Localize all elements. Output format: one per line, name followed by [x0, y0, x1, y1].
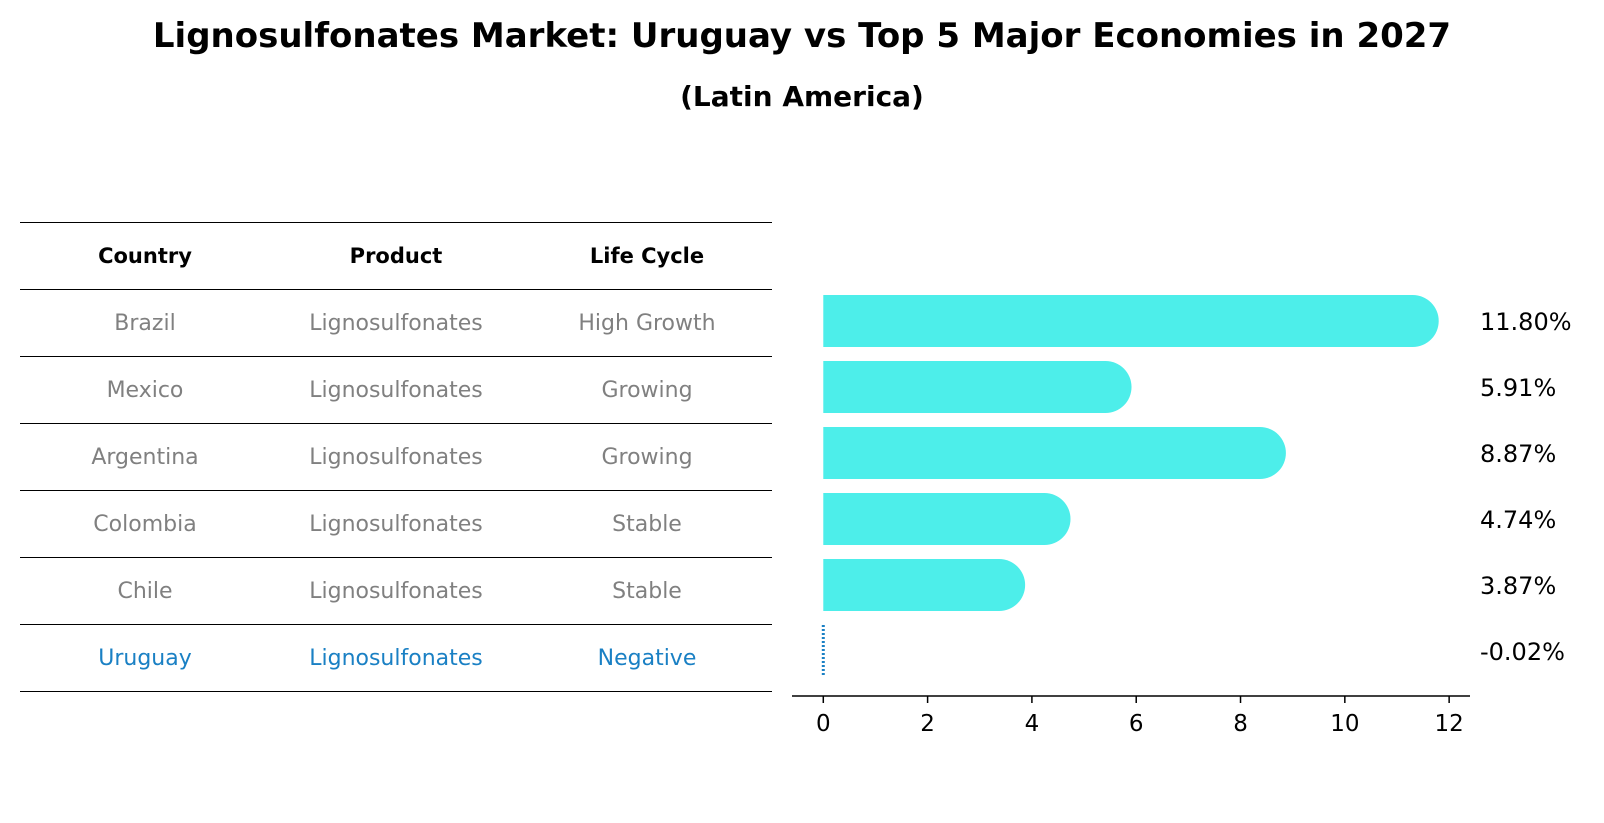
product-cell: Lignosulfonates: [309, 377, 483, 403]
header-country: Country: [98, 244, 192, 268]
country-table: Country Product Life Cycle Brazil Lignos…: [20, 222, 772, 692]
country-cell: Brazil: [114, 310, 176, 336]
x-tick-label: 6: [1129, 711, 1144, 737]
country-cell: Mexico: [106, 377, 184, 403]
x-tick-label: 4: [1025, 711, 1040, 737]
x-tick-label: 0: [816, 711, 831, 737]
data-label: 3.87%: [1480, 572, 1556, 600]
country-cell: Argentina: [91, 444, 199, 470]
life-cycle-cell: Negative: [597, 645, 697, 671]
life-cycle-cell: Stable: [612, 511, 682, 537]
table-row: Chile Lignosulfonates Stable: [20, 558, 772, 625]
life-cycle-cell: High Growth: [578, 310, 716, 336]
data-label: 11.80%: [1480, 308, 1572, 336]
table-row: Argentina Lignosulfonates Growing: [20, 424, 772, 491]
x-tick-label: 10: [1330, 711, 1359, 737]
table-row-highlight: Uruguay Lignosulfonates Negative: [20, 625, 772, 692]
bar-argentina: [823, 427, 1286, 479]
bar-mexico: [823, 361, 1132, 413]
data-label: 8.87%: [1480, 440, 1556, 468]
product-cell: Lignosulfonates: [309, 578, 483, 604]
data-label: 5.91%: [1480, 374, 1556, 402]
chart-title: Lignosulfonates Market: Uruguay vs Top 5…: [152, 16, 1452, 56]
table-row: Mexico Lignosulfonates Growing: [20, 357, 772, 424]
bar-chile: [823, 559, 1026, 611]
x-tick-label: 2: [920, 711, 935, 737]
chart-subtitle: (Latin America): [680, 80, 924, 113]
bar-colombia: [823, 493, 1071, 545]
product-cell: Lignosulfonates: [309, 511, 483, 537]
x-tick-label: 12: [1434, 711, 1463, 737]
life-cycle-cell: Stable: [612, 578, 682, 604]
country-cell: Chile: [117, 578, 173, 604]
table-row: Brazil Lignosulfonates High Growth: [20, 290, 772, 357]
country-cell: Colombia: [93, 511, 197, 537]
product-cell: Lignosulfonates: [309, 444, 483, 470]
table-row: Colombia Lignosulfonates Stable: [20, 491, 772, 558]
header-life-cycle: Life Cycle: [589, 244, 705, 268]
product-cell: Lignosulfonates: [309, 310, 483, 336]
data-label: -0.02%: [1480, 638, 1565, 666]
table-header-row: Country Product Life Cycle: [20, 222, 772, 290]
bar-brazil: [823, 295, 1439, 347]
life-cycle-cell: Growing: [601, 377, 693, 403]
life-cycle-cell: Growing: [601, 444, 693, 470]
product-cell: Lignosulfonates: [309, 645, 483, 671]
x-tick-label: 8: [1233, 711, 1248, 737]
data-label: 4.74%: [1480, 506, 1556, 534]
header-product: Product: [349, 244, 443, 268]
country-cell: Uruguay: [98, 645, 192, 671]
